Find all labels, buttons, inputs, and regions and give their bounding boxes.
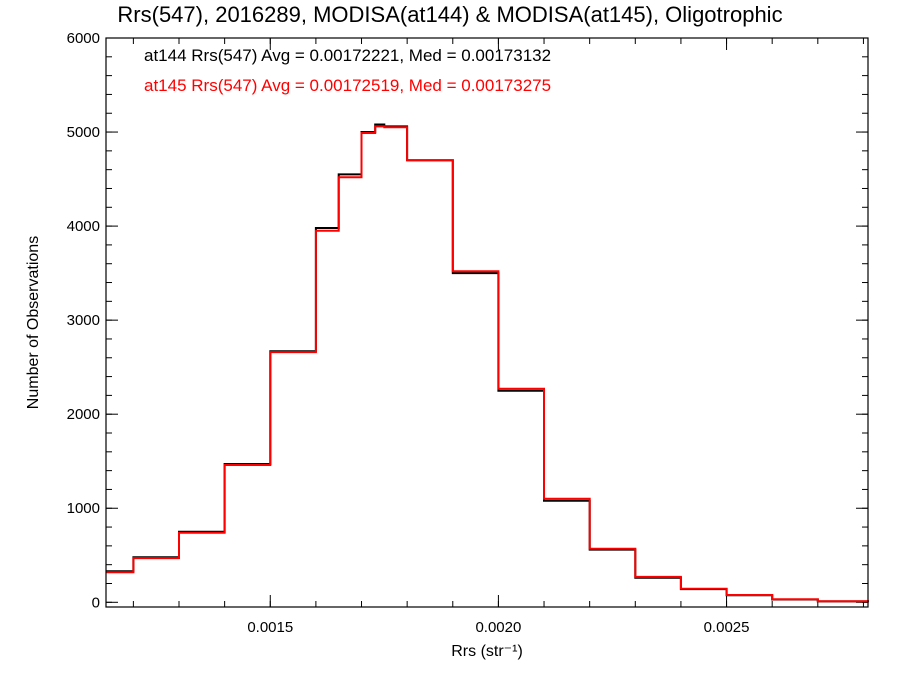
y-tick-label: 2000 <box>67 406 100 423</box>
y-tick-label: 1000 <box>67 500 100 517</box>
x-tick-label: 0.0025 <box>704 619 750 636</box>
x-tick-label: 0.0015 <box>247 619 293 636</box>
y-tick-label: 0 <box>92 594 100 611</box>
series-line-at144 <box>106 123 869 603</box>
x-axis-title: Rrs (str⁻¹) <box>451 643 523 660</box>
x-tick-label: 0.0020 <box>475 619 521 636</box>
y-tick-label: 6000 <box>67 30 100 47</box>
annotation-at144: at144 Rrs(547) Avg = 0.00172221, Med = 0… <box>144 46 552 65</box>
chart-title: Rrs(547), 2016289, MODISA(at144) & MODIS… <box>117 2 783 27</box>
plot-frame <box>105 37 869 608</box>
y-tick-label: 3000 <box>67 312 100 329</box>
y-tick-label: 5000 <box>67 124 100 141</box>
y-axis-title: Number of Observations <box>25 236 42 409</box>
y-tick-label: 4000 <box>67 218 100 235</box>
annotation-at145: at145 Rrs(547) Avg = 0.00172519, Med = 0… <box>144 76 552 95</box>
